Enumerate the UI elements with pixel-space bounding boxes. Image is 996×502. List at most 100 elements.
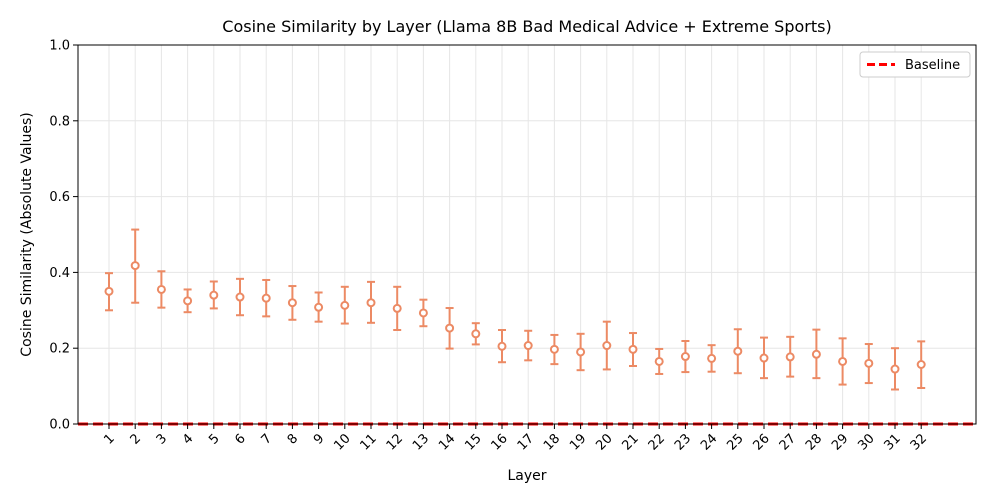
data-point-marker bbox=[235, 292, 245, 302]
data-point-marker bbox=[418, 308, 428, 318]
data-point-layer-12 bbox=[392, 285, 402, 332]
data-point-layer-18 bbox=[549, 333, 559, 366]
series-layer bbox=[104, 228, 926, 391]
x-tick-label: 15 bbox=[462, 431, 484, 453]
data-point-marker bbox=[785, 352, 795, 362]
y-tick-label: 0.0 bbox=[49, 418, 70, 433]
data-point-layer-15 bbox=[471, 322, 481, 346]
x-ticks: 1 2 3 4 5 6 7 8 9 10 11 12 13 14 15 16 17 18 19 20 21 22 23 24 2… bbox=[101, 424, 930, 454]
data-point-marker bbox=[864, 358, 874, 368]
x-tick-label: 14 bbox=[436, 431, 458, 453]
data-point-layer-20 bbox=[602, 320, 612, 371]
data-point-layer-23 bbox=[680, 339, 690, 374]
data-point-marker bbox=[130, 261, 140, 271]
plot-frame bbox=[77, 44, 977, 425]
x-tick-label: 29 bbox=[829, 431, 851, 453]
x-axis-label: Layer bbox=[507, 468, 546, 484]
data-point-layer-2 bbox=[130, 228, 140, 304]
data-point-marker bbox=[104, 286, 114, 296]
x-tick-label: 2 bbox=[128, 431, 144, 447]
y-tick-label: 0.8 bbox=[49, 114, 70, 129]
data-point-marker bbox=[156, 284, 166, 294]
data-point-marker bbox=[916, 359, 926, 369]
x-tick-label: 16 bbox=[489, 431, 511, 453]
data-point-marker bbox=[366, 298, 376, 308]
data-point-layer-14 bbox=[445, 307, 455, 350]
data-point-marker bbox=[314, 302, 324, 312]
x-tick-label: 1 bbox=[101, 431, 117, 447]
x-tick-label: 11 bbox=[358, 431, 380, 453]
data-point-layer-17 bbox=[523, 329, 533, 362]
x-tick-label: 22 bbox=[646, 431, 668, 453]
data-point-layer-26 bbox=[759, 336, 769, 380]
data-point-layer-10 bbox=[340, 285, 350, 325]
data-point-layer-7 bbox=[261, 278, 271, 318]
data-point-marker bbox=[261, 293, 271, 303]
legend: Baseline bbox=[859, 51, 971, 78]
x-tick-label: 32 bbox=[908, 431, 930, 453]
x-tick-label: 17 bbox=[515, 431, 537, 453]
x-tick-label: 26 bbox=[751, 431, 773, 453]
x-tick-label: 7 bbox=[259, 431, 275, 447]
x-tick-label: 12 bbox=[384, 431, 406, 453]
x-tick-label: 5 bbox=[206, 431, 222, 447]
x-tick-label: 30 bbox=[855, 431, 877, 453]
data-point-marker bbox=[445, 323, 455, 333]
data-point-layer-8 bbox=[287, 285, 297, 321]
data-point-marker bbox=[680, 352, 690, 362]
data-point-marker bbox=[654, 356, 664, 366]
x-tick-label: 8 bbox=[285, 431, 301, 447]
legend-label-baseline: Baseline bbox=[905, 58, 960, 73]
data-point-marker bbox=[759, 353, 769, 363]
data-point-marker bbox=[392, 303, 402, 313]
legend-box bbox=[859, 51, 971, 78]
y-tick-label: 1.0 bbox=[49, 39, 70, 54]
data-point-marker bbox=[471, 329, 481, 339]
data-point-layer-29 bbox=[838, 337, 848, 386]
data-point-layer-24 bbox=[707, 344, 717, 373]
data-point-layer-13 bbox=[418, 298, 428, 328]
data-point-marker bbox=[811, 349, 821, 359]
data-point-layer-5 bbox=[209, 280, 219, 310]
data-point-layer-25 bbox=[733, 328, 743, 375]
x-tick-label: 9 bbox=[311, 431, 327, 447]
y-tick-label: 0.2 bbox=[49, 342, 70, 357]
data-point-layer-30 bbox=[864, 343, 874, 385]
data-point-marker bbox=[340, 300, 350, 310]
data-point-marker bbox=[890, 364, 900, 374]
x-tick-label: 25 bbox=[724, 431, 746, 453]
data-point-layer-32 bbox=[916, 340, 926, 389]
data-point-marker bbox=[287, 298, 297, 308]
x-tick-label: 28 bbox=[803, 431, 825, 453]
data-point-layer-6 bbox=[235, 277, 245, 317]
x-tick-label: 24 bbox=[698, 431, 720, 453]
x-tick-label: 27 bbox=[777, 431, 799, 453]
data-point-layer-21 bbox=[628, 332, 638, 368]
y-tick-label: 0.6 bbox=[49, 190, 70, 205]
data-point-layer-16 bbox=[497, 329, 507, 364]
x-tick-label: 3 bbox=[154, 431, 170, 447]
x-tick-label: 31 bbox=[882, 431, 904, 453]
data-point-layer-31 bbox=[890, 347, 900, 391]
data-point-marker bbox=[576, 347, 586, 357]
data-point-layer-27 bbox=[785, 335, 795, 378]
data-point-layer-22 bbox=[654, 347, 664, 375]
data-point-layer-28 bbox=[811, 328, 821, 380]
x-tick-label: 20 bbox=[593, 431, 615, 453]
data-point-marker bbox=[602, 341, 612, 351]
data-point-marker bbox=[628, 344, 638, 354]
grid bbox=[78, 44, 976, 425]
x-tick-label: 18 bbox=[541, 431, 563, 453]
data-point-marker bbox=[183, 296, 193, 306]
data-point-layer-11 bbox=[366, 280, 376, 324]
data-point-layer-4 bbox=[183, 288, 193, 314]
x-tick-label: 10 bbox=[331, 431, 353, 453]
data-point-marker bbox=[707, 353, 717, 363]
x-tick-label: 4 bbox=[180, 431, 196, 447]
x-tick-label: 23 bbox=[672, 431, 694, 453]
data-point-marker bbox=[733, 346, 743, 356]
data-point-layer-1 bbox=[104, 272, 114, 312]
data-point-marker bbox=[209, 290, 219, 300]
y-axis-label: Cosine Similarity (Absolute Values) bbox=[19, 112, 35, 356]
